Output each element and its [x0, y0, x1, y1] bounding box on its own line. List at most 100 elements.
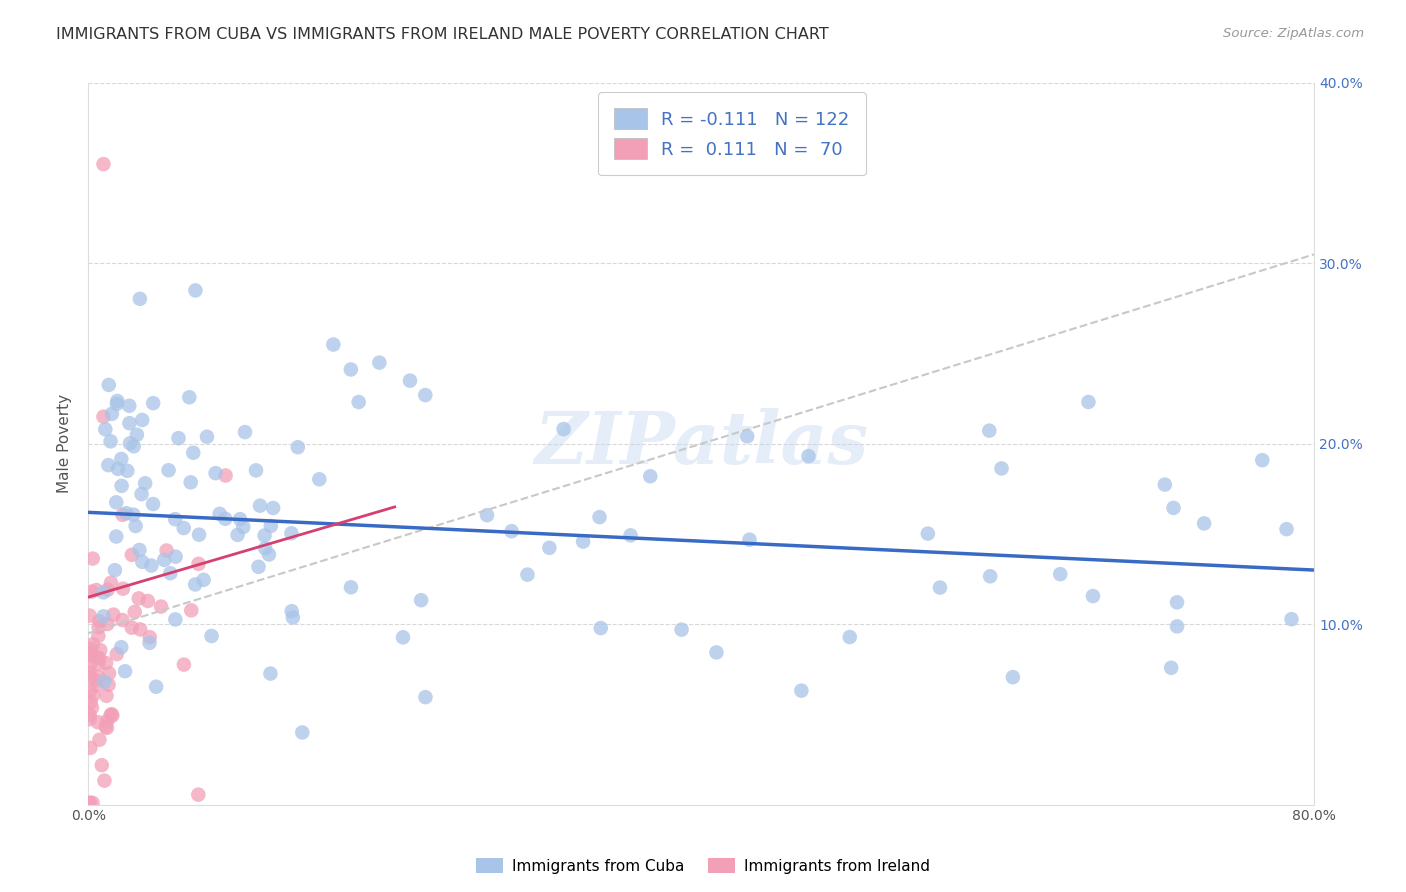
Point	[79, 670, 101, 684]
Point	[84, 583, 107, 598]
Point	[229, 512, 252, 526]
Point	[79, 665, 101, 680]
Point	[104, 563, 127, 577]
Point	[122, 508, 145, 522]
Text: Source: ZipAtlas.com: Source: ZipAtlas.com	[1223, 27, 1364, 40]
Point	[128, 292, 150, 306]
Point	[1077, 395, 1099, 409]
Text: ZIPatlas: ZIPatlas	[534, 409, 869, 479]
Point	[187, 557, 209, 571]
Point	[145, 680, 167, 694]
Point	[89, 615, 111, 629]
Point	[259, 666, 281, 681]
Point	[340, 580, 363, 594]
Point	[131, 413, 153, 427]
Point	[131, 555, 153, 569]
Point	[260, 519, 283, 533]
Point	[308, 472, 330, 486]
Point	[82, 688, 104, 702]
Point	[1166, 595, 1188, 609]
Point	[124, 605, 146, 619]
Point	[188, 527, 211, 541]
Point	[138, 630, 160, 644]
Point	[979, 424, 1001, 438]
Point	[671, 623, 693, 637]
Point	[193, 573, 215, 587]
Point	[93, 609, 115, 624]
Point	[131, 487, 153, 501]
Point	[79, 641, 101, 656]
Point	[118, 399, 141, 413]
Point	[79, 608, 101, 623]
Point	[128, 591, 150, 606]
Point	[187, 788, 209, 802]
Point	[87, 629, 110, 643]
Point	[411, 593, 433, 607]
Point	[155, 543, 177, 558]
Point	[94, 656, 117, 670]
Point	[117, 464, 139, 478]
Point	[136, 594, 159, 608]
Point	[180, 603, 202, 617]
Point	[735, 429, 758, 443]
Point	[208, 507, 231, 521]
Point	[142, 396, 165, 410]
Point	[1275, 522, 1298, 536]
Point	[121, 621, 143, 635]
Point	[368, 355, 391, 369]
Point	[82, 637, 104, 651]
Point	[84, 673, 107, 688]
Point	[100, 434, 122, 449]
Point	[79, 684, 101, 698]
Point	[87, 650, 110, 665]
Point	[82, 796, 104, 810]
Point	[114, 664, 136, 678]
Point	[340, 362, 363, 376]
Point	[105, 647, 128, 661]
Point	[257, 548, 280, 562]
Point	[173, 657, 195, 672]
Point	[134, 476, 156, 491]
Point	[79, 796, 101, 810]
Point	[165, 512, 187, 526]
Point	[97, 378, 120, 392]
Point	[173, 521, 195, 535]
Point	[122, 439, 145, 453]
Point	[165, 612, 187, 626]
Point	[124, 519, 146, 533]
Point	[413, 388, 436, 402]
Point	[115, 506, 138, 520]
Point	[538, 541, 561, 555]
Point	[184, 284, 207, 298]
Point	[214, 512, 236, 526]
Legend: R = -0.111   N = 122, R =  0.111   N =  70: R = -0.111 N = 122, R = 0.111 N = 70	[598, 92, 866, 175]
Point	[1163, 500, 1185, 515]
Point	[93, 157, 115, 171]
Point	[917, 526, 939, 541]
Point	[291, 725, 314, 739]
Point	[929, 581, 952, 595]
Point	[249, 499, 271, 513]
Point	[281, 610, 304, 624]
Point	[159, 566, 181, 581]
Y-axis label: Male Poverty: Male Poverty	[58, 394, 72, 493]
Point	[1049, 567, 1071, 582]
Point	[79, 645, 101, 659]
Point	[233, 425, 256, 439]
Point	[94, 422, 117, 436]
Point	[287, 440, 309, 454]
Text: IMMIGRANTS FROM CUBA VS IMMIGRANTS FROM IRELAND MALE POVERTY CORRELATION CHART: IMMIGRANTS FROM CUBA VS IMMIGRANTS FROM …	[56, 27, 830, 42]
Point	[129, 623, 152, 637]
Point	[245, 463, 267, 477]
Point	[589, 621, 612, 635]
Point	[572, 534, 595, 549]
Point	[141, 558, 163, 573]
Point	[79, 740, 101, 755]
Point	[179, 390, 201, 404]
Point	[93, 585, 115, 599]
Point	[80, 695, 103, 709]
Point	[105, 530, 128, 544]
Point	[121, 548, 143, 562]
Point	[226, 528, 249, 542]
Point	[1001, 670, 1024, 684]
